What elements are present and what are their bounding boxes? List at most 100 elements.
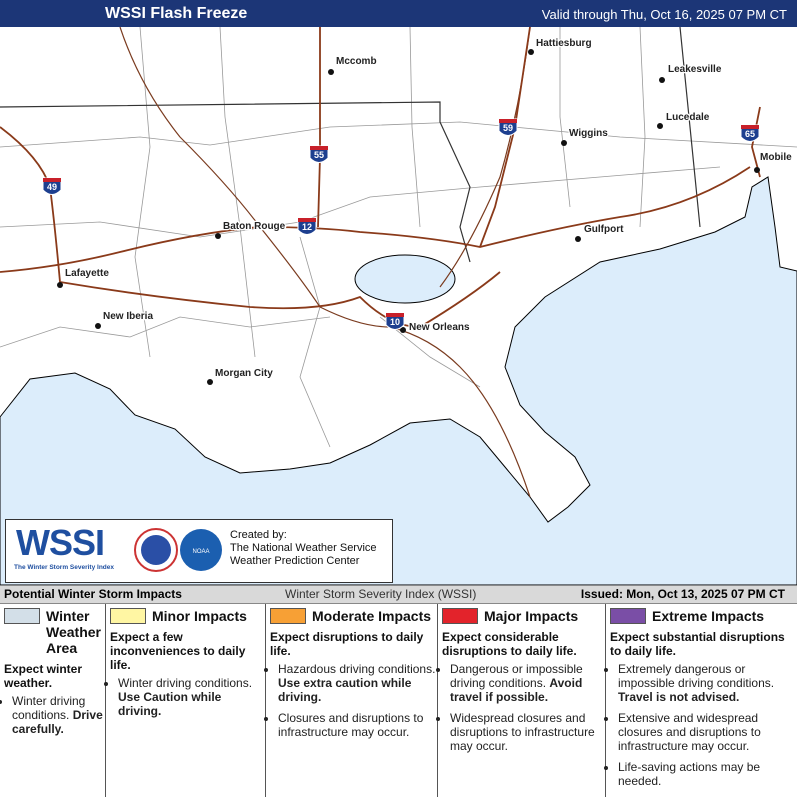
shield-top <box>741 125 759 129</box>
city-label: Hattiesburg <box>536 38 592 49</box>
header: WSSI Flash Freeze Valid through Thu, Oct… <box>0 0 797 27</box>
legend-swatch <box>270 608 306 624</box>
legend-name: Winter Weather Area <box>46 608 101 656</box>
legend-column: Major Impacts Expect considerable disrupt… <box>437 604 606 797</box>
item-text: Life-saving actions may be needed. <box>618 760 761 788</box>
shield-top <box>310 146 328 150</box>
credit-line: The National Weather Service <box>230 542 377 554</box>
city-label: New Iberia <box>103 311 153 322</box>
legend-item: Winter driving conditions. Drive careful… <box>12 694 103 736</box>
legend-swatch <box>610 608 646 624</box>
title: WSSI Flash Freeze <box>105 5 248 22</box>
item-text: Hazardous driving conditions. <box>278 662 436 676</box>
legend-swatch <box>110 608 146 624</box>
legend-columns: Winter Weather Area Expect winter weather… <box>0 604 797 797</box>
item-bold: Avoid travel if possible. <box>450 676 583 704</box>
item-text: Closures and disruptions to infrastructu… <box>278 711 424 739</box>
legend-swatch <box>4 608 40 624</box>
shield-top <box>298 218 316 222</box>
legend-name: Extreme Impacts <box>652 608 765 624</box>
legend-item: Hazardous driving conditions. Use extra … <box>278 662 438 704</box>
legend-summary: Expect substantial disruptions to daily … <box>610 630 785 658</box>
item-text: Winter driving conditions. <box>118 676 253 690</box>
legend-heading: Winter Weather Area <box>4 608 103 656</box>
legend-name: Minor Impacts <box>152 608 247 624</box>
legend-item: Widespread closures and disruptions to i… <box>450 711 606 753</box>
legend-item: Extremely dangerous or impossible drivin… <box>618 662 797 704</box>
map: Hattiesburg Mccomb Leakesville Lucedale Wigg… <box>0 27 797 585</box>
item-bold: Drive carefully. <box>12 708 103 736</box>
state-lines <box>0 27 701 263</box>
item-text: Winter driving conditions. <box>12 694 86 722</box>
shield-label: 49 <box>47 182 57 192</box>
legend-items: Winter driving conditions. Use Caution w… <box>106 676 266 718</box>
interstate-shield <box>297 217 317 235</box>
item-bold: Use extra caution while driving. <box>278 676 412 704</box>
city-dot <box>528 49 534 55</box>
nws-logo-inner <box>141 535 171 565</box>
wssi-logo-subtitle: The Winter Storm Severity Index <box>14 564 114 571</box>
agency-logos: NOAA <box>134 528 222 572</box>
legend-heading: Moderate Impacts <box>270 608 438 624</box>
legend-items: Extremely dangerous or impossible drivin… <box>606 662 797 788</box>
item-text: Extensive and widespread closures and di… <box>618 711 761 753</box>
noaa-text: NOAA <box>192 549 209 555</box>
legend-heading: Major Impacts <box>442 608 606 624</box>
legend-summary: Expect disruptions to daily life. <box>270 630 424 658</box>
legend-bar: Potential Winter Storm Impacts Winter St… <box>0 585 797 604</box>
noaa-logo <box>180 529 222 571</box>
city-dot <box>215 233 221 239</box>
shield-label: 10 <box>390 317 400 327</box>
legend-summary: Expect winter weather. <box>4 662 83 690</box>
item-bold: Use Caution while driving. <box>118 690 222 718</box>
city-dot <box>754 167 760 173</box>
legend-column: Extreme Impacts Expect substantial disrup… <box>605 604 797 797</box>
shield-label: 55 <box>314 150 324 160</box>
shield-top <box>43 178 61 182</box>
city-dot <box>400 327 406 333</box>
city-dot <box>328 69 334 75</box>
legend-column: Minor Impacts Expect a few inconveniences… <box>105 604 266 797</box>
shield-label: 59 <box>503 123 513 133</box>
city-dot <box>57 282 63 288</box>
legend-column: Winter Weather Area Expect winter weather… <box>0 604 103 797</box>
city-label: Mobile <box>760 152 792 163</box>
legend-heading: Extreme Impacts <box>610 608 797 624</box>
legend-index: Winter Storm Severity Index (WSSI) <box>285 587 477 601</box>
lake <box>354 254 456 304</box>
gulf-water <box>0 176 797 585</box>
legend-name: Moderate Impacts <box>312 608 432 624</box>
city-dot <box>659 77 665 83</box>
city-label: Wiggins <box>569 128 608 139</box>
legend-column: Moderate Impacts Expect disruptions to da… <box>265 604 438 797</box>
city-label: Gulfport <box>584 224 624 235</box>
city-dot <box>575 236 581 242</box>
city-dot <box>95 323 101 329</box>
interstate-shield <box>740 124 760 142</box>
legend-item: Life-saving actions may be needed. <box>618 760 797 788</box>
interstate-shield <box>385 312 405 330</box>
legend-items: Hazardous driving conditions. Use extra … <box>266 662 438 739</box>
legend-summary: Expect considerable disruptions to daily… <box>442 630 577 658</box>
legend-item: Winter driving conditions. Use Caution w… <box>118 676 266 718</box>
item-bold: Travel is not advised. <box>618 690 740 704</box>
interstate-shield <box>498 118 518 136</box>
shield-top <box>386 313 404 317</box>
interstate-shield <box>42 177 62 195</box>
legend-item: Dangerous or impossible driving conditio… <box>450 662 606 704</box>
issued-time: Issued: Mon, Oct 13, 2025 07 PM CT <box>580 587 785 601</box>
city-dot <box>207 379 213 385</box>
city-label: Leakesville <box>668 64 722 75</box>
legend-item: Extensive and widespread closures and di… <box>618 711 797 753</box>
legend-heading: Minor Impacts <box>110 608 266 624</box>
city-dot <box>657 123 663 129</box>
credit-line: Weather Prediction Center <box>230 555 360 567</box>
legend-items: Dangerous or impossible driving conditio… <box>438 662 606 753</box>
city-label: Morgan City <box>215 368 273 379</box>
item-text: Widespread closures and disruptions to i… <box>450 711 595 753</box>
credit-line: Created by: <box>230 529 287 541</box>
credit-box: WSSI The Winter Storm Severity Index NOA… <box>5 519 393 583</box>
legend-summary: Expect a few inconveniences to daily lif… <box>110 630 246 672</box>
interstate-shield <box>309 145 329 163</box>
